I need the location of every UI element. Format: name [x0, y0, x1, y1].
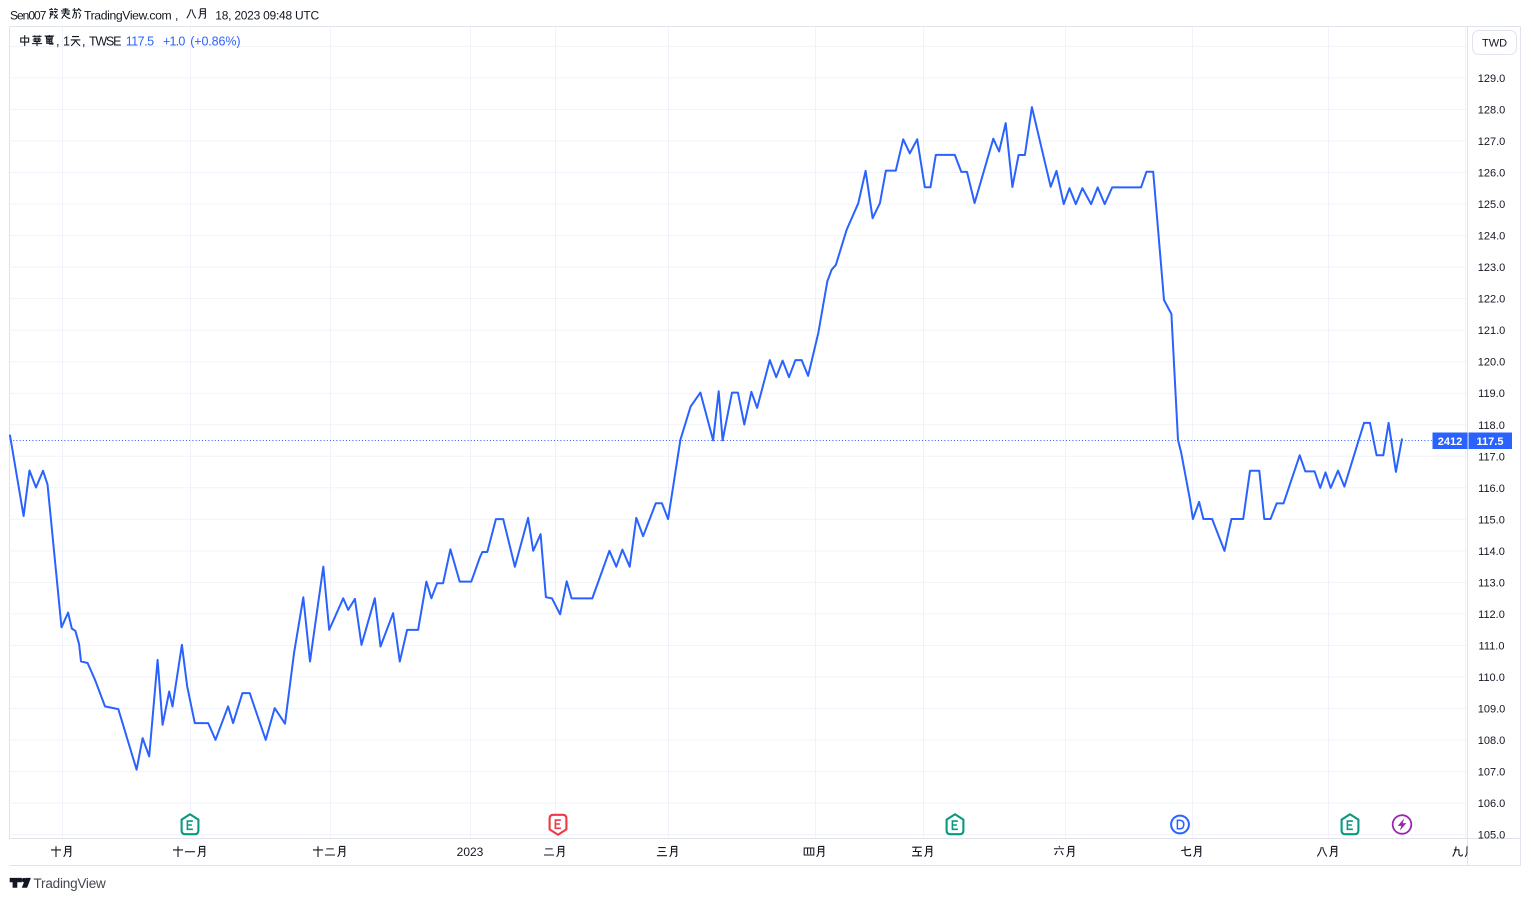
- svg-text:TradingView: TradingView: [34, 876, 107, 891]
- svg-text:127.0: 127.0: [1478, 136, 1506, 148]
- svg-text:117.5: 117.5: [1477, 436, 1504, 448]
- svg-text:(+0.86%): (+0.86%): [190, 35, 240, 49]
- svg-text:Sen007: Sen007: [10, 8, 47, 22]
- svg-text:122.0: 122.0: [1478, 294, 1506, 306]
- svg-text:115.0: 115.0: [1478, 514, 1505, 526]
- svg-text:106.0: 106.0: [1478, 798, 1506, 810]
- svg-text:119.0: 119.0: [1478, 388, 1505, 400]
- svg-text:TWSE: TWSE: [89, 35, 121, 49]
- svg-text:121.0: 121.0: [1478, 325, 1506, 337]
- svg-text:117.5: 117.5: [126, 35, 154, 49]
- svg-text:129.0: 129.0: [1478, 73, 1506, 85]
- svg-text:128.0: 128.0: [1478, 105, 1506, 117]
- svg-text:123.0: 123.0: [1478, 262, 1506, 274]
- svg-text:TradingView.com: TradingView.com: [84, 8, 171, 22]
- svg-text:107.0: 107.0: [1478, 767, 1506, 779]
- svg-text:124.0: 124.0: [1478, 231, 1506, 243]
- svg-text:126.0: 126.0: [1478, 168, 1506, 180]
- svg-text:108.0: 108.0: [1478, 735, 1506, 747]
- svg-text:113.0: 113.0: [1478, 577, 1505, 589]
- svg-text:110.0: 110.0: [1478, 672, 1505, 684]
- svg-text:117.0: 117.0: [1478, 451, 1505, 463]
- svg-text:,: ,: [82, 35, 85, 49]
- svg-text:112.0: 112.0: [1478, 609, 1505, 621]
- svg-text:111.0: 111.0: [1479, 641, 1505, 653]
- svg-text:114.0: 114.0: [1478, 546, 1505, 558]
- svg-text:118.0: 118.0: [1478, 420, 1505, 432]
- svg-text:2412: 2412: [1438, 436, 1462, 448]
- svg-text:2023: 2023: [457, 845, 484, 859]
- svg-text:120.0: 120.0: [1478, 357, 1506, 369]
- svg-text:TWD: TWD: [1482, 38, 1507, 50]
- svg-text:125.0: 125.0: [1478, 199, 1506, 211]
- svg-text:105.0: 105.0: [1478, 830, 1506, 842]
- svg-text:, 1: , 1: [56, 35, 70, 49]
- svg-text:+1.0: +1.0: [163, 35, 185, 49]
- svg-text:,: ,: [175, 8, 178, 22]
- svg-text:18, 2023 09:48 UTC: 18, 2023 09:48 UTC: [215, 8, 319, 22]
- svg-text:109.0: 109.0: [1478, 704, 1506, 716]
- svg-text:116.0: 116.0: [1478, 483, 1505, 495]
